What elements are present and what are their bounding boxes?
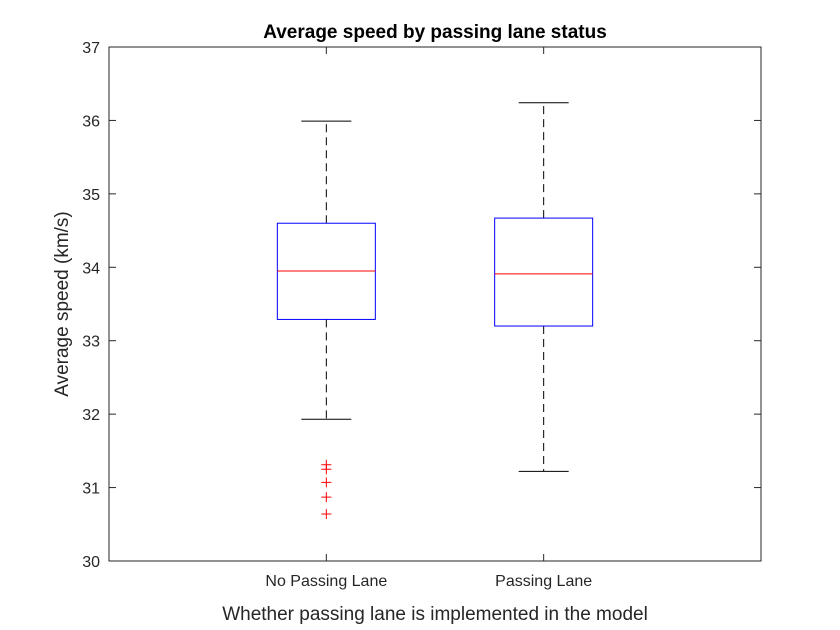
y-tick-label: 36 bbox=[82, 113, 100, 130]
y-tick-label: 37 bbox=[82, 40, 100, 57]
x-axis-label: Whether passing lane is implemented in t… bbox=[222, 604, 648, 625]
plot-area: 30 31 32 33 34 35 36 37 No Passing Lane Passing L… bbox=[82, 40, 762, 590]
box-passing-lane bbox=[494, 217, 594, 327]
y-tick-label: 34 bbox=[82, 260, 100, 277]
outlier-marker bbox=[321, 464, 332, 475]
x-tick-label: Passing Lane bbox=[495, 573, 592, 590]
y-tick-label: 31 bbox=[82, 481, 100, 498]
y-tick-label: 32 bbox=[82, 407, 100, 424]
outlier-marker bbox=[321, 509, 332, 520]
axes-frame bbox=[108, 46, 762, 562]
y-tick-label: 33 bbox=[82, 334, 100, 351]
outlier-marker bbox=[321, 492, 332, 503]
y-tick-label: 35 bbox=[82, 187, 100, 204]
y-tick-label: 30 bbox=[82, 554, 100, 571]
chart-title: Average speed by passing lane status bbox=[263, 22, 607, 43]
x-tick-label: No Passing Lane bbox=[265, 573, 387, 590]
outlier-marker bbox=[321, 477, 332, 488]
y-axis-label: Average speed (km/s) bbox=[52, 211, 73, 397]
